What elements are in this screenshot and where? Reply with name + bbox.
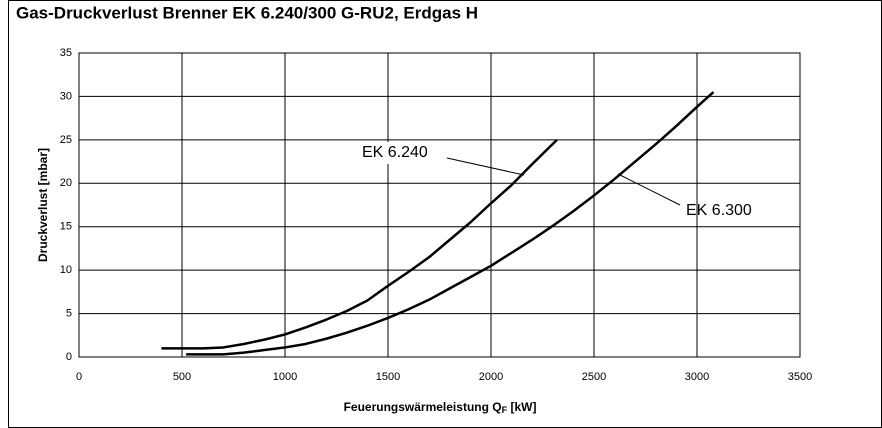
y-tick-label: 10 xyxy=(60,264,72,276)
x-tick-label: 2500 xyxy=(582,371,606,383)
y-tick-label: 35 xyxy=(60,47,72,59)
plot-border xyxy=(78,52,801,358)
x-axis-label-sub: F xyxy=(502,405,508,415)
leader-line xyxy=(446,157,525,176)
x-tick-label: 500 xyxy=(173,371,191,383)
x-axis-label: Feuerungswärmeleistung QF [kW] xyxy=(344,400,537,415)
series-line xyxy=(161,138,558,350)
x-tick-label: 1000 xyxy=(273,371,297,383)
x-tick-label: 1500 xyxy=(376,371,400,383)
leader-line xyxy=(617,173,681,206)
label-bg xyxy=(360,142,446,164)
chart-title: Gas-Druckverlust Brenner EK 6.240/300 G-… xyxy=(16,3,478,22)
y-tick-label: 15 xyxy=(60,221,72,233)
series-label: EK 6.300 xyxy=(686,202,752,219)
x-tick-label: 0 xyxy=(76,371,82,383)
x-axis-label-part: Feuerungswärmeleistung Q xyxy=(344,400,502,414)
x-tick-label: 3000 xyxy=(685,371,709,383)
y-tick-label: 30 xyxy=(60,90,72,102)
x-tick-label: 2000 xyxy=(479,371,503,383)
x-axis-label-part: [kW] xyxy=(507,400,536,414)
y-tick-label: 25 xyxy=(60,134,72,146)
y-tick-label: 5 xyxy=(66,307,72,319)
y-axis-label: Druckverlust [mbar] xyxy=(36,148,50,262)
series-line xyxy=(186,91,715,356)
y-tick-label: 0 xyxy=(66,351,72,363)
y-tick-label: 20 xyxy=(60,177,72,189)
x-tick-label: 3500 xyxy=(788,371,812,383)
series-label: EK 6.240 xyxy=(362,144,428,161)
